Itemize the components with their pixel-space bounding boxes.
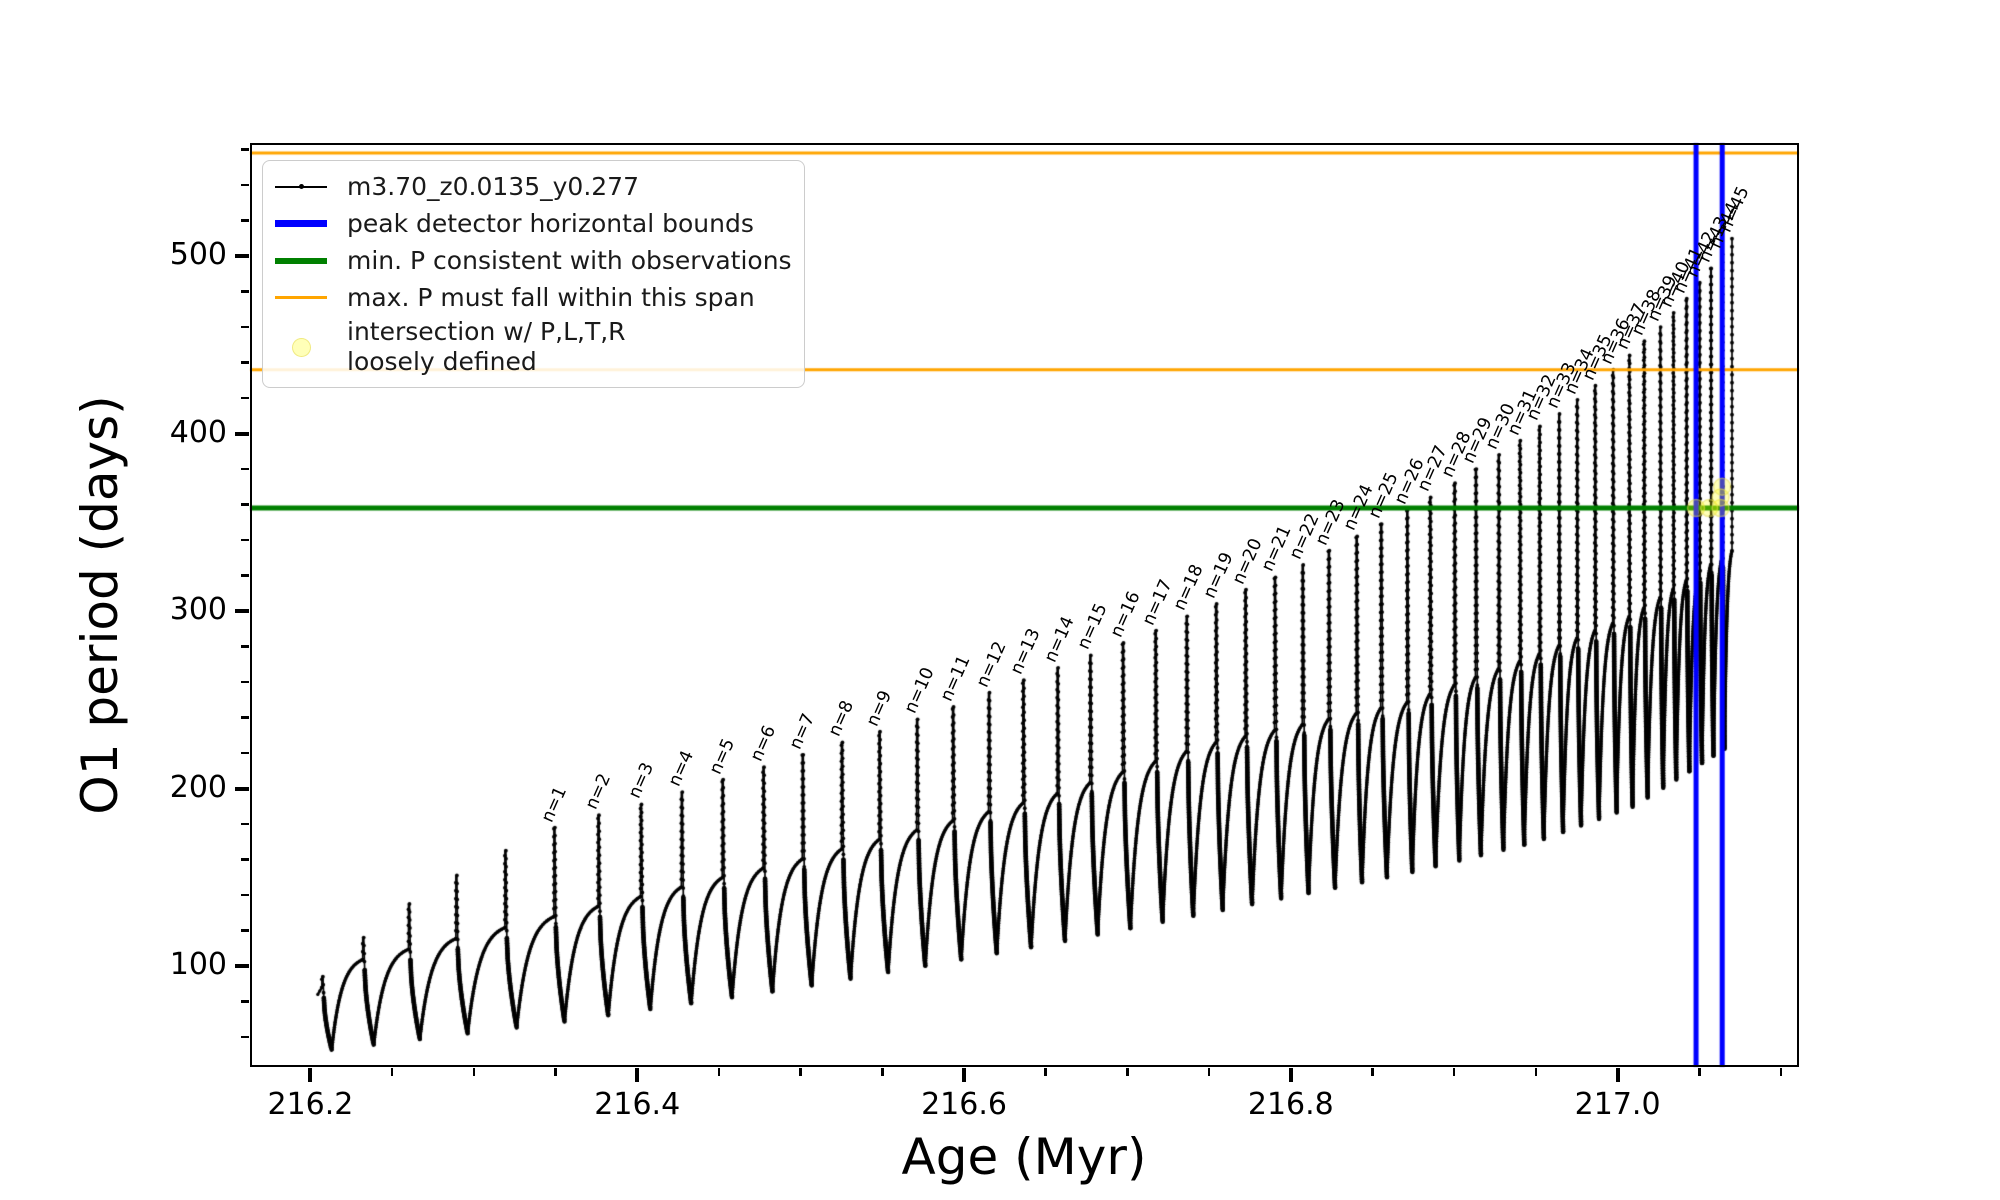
y-tick-label: 200	[169, 769, 227, 805]
series-line-icon	[275, 184, 327, 189]
y-minor-tick	[241, 361, 249, 364]
y-major-tick	[235, 254, 249, 259]
x-tick-label: 216.6	[921, 1087, 1007, 1122]
y-tick-label: 100	[169, 947, 227, 982]
legend-entry-series: m3.70_z0.0135_y0.277	[273, 168, 794, 205]
y-minor-tick	[241, 680, 249, 684]
y-minor-tick	[241, 1035, 249, 1039]
legend-entry-intersection: intersection w/ P,L,T,R loosely defined	[273, 316, 794, 378]
x-major-tick	[308, 1068, 313, 1082]
x-major-tick	[1615, 1068, 1620, 1082]
green-line-icon	[275, 257, 327, 264]
y-tick-label: 400	[169, 414, 227, 450]
y-minor-tick	[241, 290, 249, 293]
y-minor-tick	[241, 148, 249, 151]
y-minor-tick	[241, 503, 249, 506]
orange-line-icon	[275, 296, 327, 299]
y-minor-tick	[241, 183, 249, 187]
y-minor-tick	[241, 751, 249, 755]
y-minor-tick	[241, 467, 249, 471]
x-minor-tick	[717, 1068, 721, 1076]
x-major-tick	[962, 1068, 967, 1082]
y-minor-tick	[241, 716, 249, 719]
blue-line-icon	[275, 220, 327, 227]
legend-label-max-p: max. P must fall within this span	[347, 282, 755, 312]
x-minor-tick	[390, 1068, 394, 1076]
yellow-marker-icon	[275, 337, 327, 357]
x-minor-tick	[1207, 1068, 1211, 1076]
y-major-tick	[235, 786, 249, 791]
x-tick-label: 216.8	[1247, 1087, 1334, 1122]
y-minor-tick	[241, 574, 249, 577]
x-tick-label: 217.0	[1574, 1087, 1661, 1122]
x-minor-tick	[1698, 1068, 1701, 1076]
y-minor-tick	[241, 1000, 249, 1003]
x-major-tick	[1288, 1068, 1293, 1082]
y-major-tick	[235, 964, 249, 968]
x-minor-tick	[1534, 1068, 1538, 1076]
legend-entry-min-p: min. P consistent with observations	[273, 242, 794, 279]
y-minor-tick	[241, 645, 249, 648]
y-major-tick	[235, 431, 249, 436]
y-minor-tick	[241, 538, 249, 542]
x-tick-label: 216.4	[594, 1087, 681, 1122]
legend-label-series: m3.70_z0.0135_y0.277	[347, 171, 639, 201]
y-minor-tick	[241, 929, 249, 932]
x-minor-tick	[1452, 1068, 1456, 1076]
legend-label-intersection: intersection w/ P,L,T,R loosely defined	[347, 317, 626, 376]
legend-entry-max-p: max. P must fall within this span	[273, 279, 794, 316]
y-tick-label: 500	[169, 237, 227, 273]
y-minor-tick	[241, 325, 249, 329]
x-minor-tick	[799, 1068, 802, 1076]
y-minor-tick	[241, 219, 249, 222]
legend-box: m3.70_z0.0135_y0.277 peak detector horiz…	[262, 160, 805, 388]
y-major-tick	[235, 609, 249, 614]
x-minor-tick	[472, 1068, 476, 1076]
x-major-tick	[635, 1068, 640, 1082]
x-minor-tick	[881, 1068, 884, 1076]
x-minor-tick	[554, 1068, 557, 1076]
x-axis-title: Age (Myr)	[901, 1128, 1147, 1186]
x-minor-tick	[1044, 1068, 1047, 1076]
x-minor-tick	[1779, 1068, 1783, 1076]
y-minor-tick	[241, 822, 249, 826]
legend-entry-peak-bounds: peak detector horizontal bounds	[273, 205, 794, 242]
legend-label-min-p: min. P consistent with observations	[347, 245, 792, 275]
legend-label-peak-bounds: peak detector horizontal bounds	[347, 208, 754, 238]
y-minor-tick	[241, 858, 249, 861]
y-minor-tick	[241, 396, 249, 400]
y-minor-tick	[241, 893, 249, 897]
y-tick-label: 300	[169, 592, 227, 628]
x-tick-label: 216.2	[267, 1087, 354, 1122]
x-minor-tick	[1371, 1068, 1374, 1076]
x-minor-tick	[1126, 1068, 1129, 1076]
